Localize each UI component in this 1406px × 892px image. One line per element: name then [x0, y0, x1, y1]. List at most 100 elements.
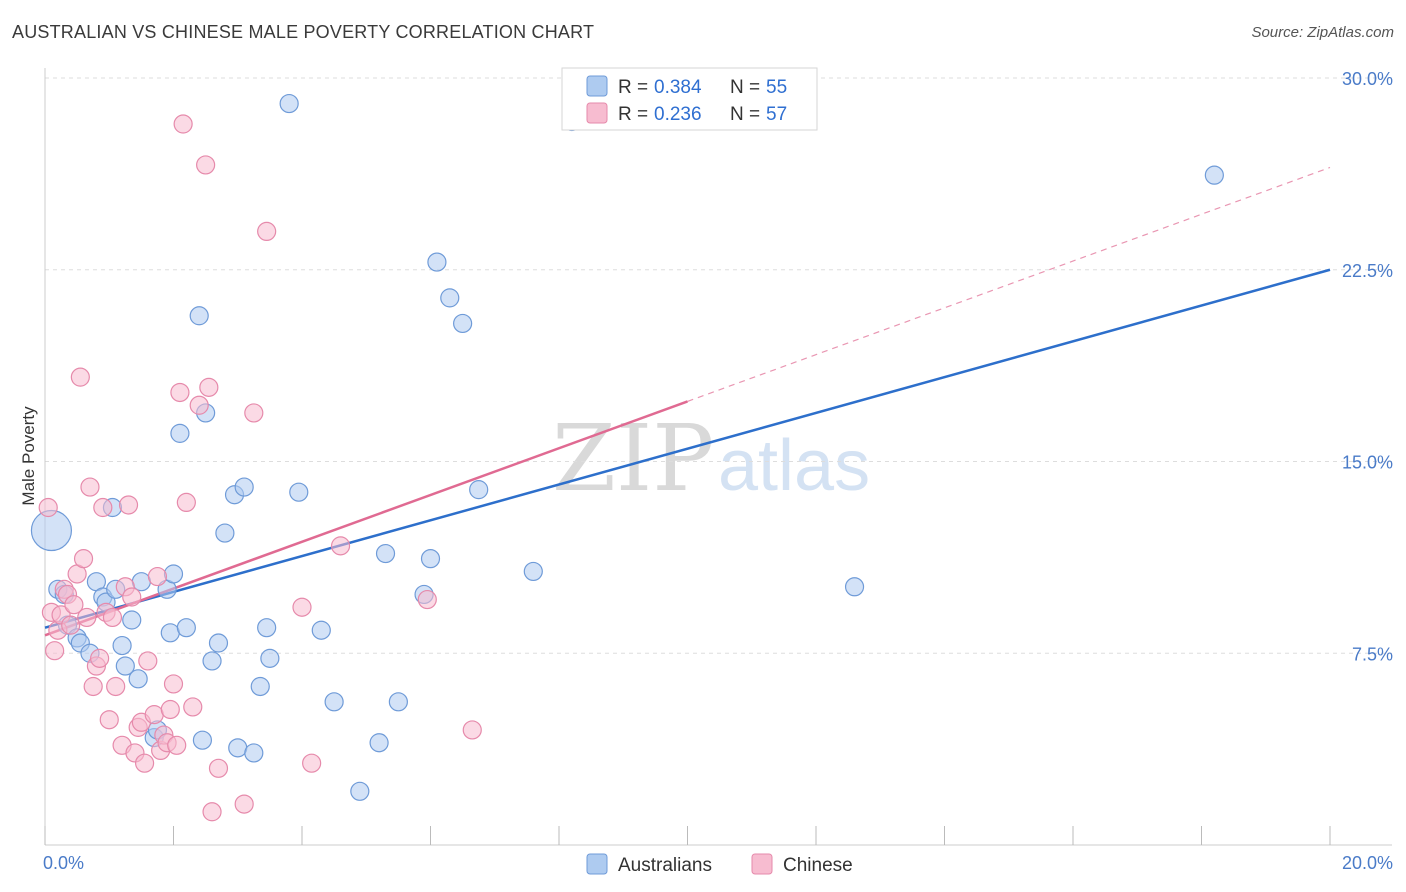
point-australians-34 [250, 676, 270, 697]
y-axis-title: Male Poverty [19, 406, 38, 506]
point-australians-33 [244, 743, 264, 763]
legend-bottom-swatch-australians [586, 853, 608, 875]
legend-bottom: Australians Chinese [586, 853, 853, 876]
axes [44, 68, 1392, 846]
point-australians-20 [160, 623, 180, 643]
legend-n-label-1: N = [730, 77, 760, 98]
point-chinese-8 [64, 595, 84, 615]
point-australians-53 [844, 577, 865, 597]
point-chinese-39 [170, 382, 190, 403]
tick-labels: 7.5% 15.0% 22.5% 30.0% 0.0% 20.0% [43, 69, 1393, 873]
point-chinese-24 [118, 495, 139, 515]
point-australians-48 [440, 288, 460, 308]
point-australians-25 [192, 730, 213, 750]
point-chinese-55 [462, 720, 482, 740]
legend-swatch-australians [586, 75, 608, 97]
x-tick-label-0: 0.0% [43, 853, 84, 873]
legend-n-value-2: 57 [766, 104, 787, 125]
point-australians-51 [523, 561, 543, 582]
point-chinese-37 [163, 674, 184, 694]
point-australians-29 [215, 523, 235, 543]
point-australians-35 [257, 618, 277, 638]
legend-bottom-swatch-chinese [751, 853, 773, 875]
point-australians-36 [260, 648, 280, 668]
point-chinese-20 [102, 607, 123, 628]
watermark-atlas: atlas [718, 426, 870, 506]
y-tick-label-1: 15.0% [1342, 453, 1393, 473]
point-australians-50 [469, 480, 489, 500]
point-australians-38 [289, 482, 309, 502]
series-chinese [38, 83, 582, 822]
point-chinese-50 [257, 221, 277, 241]
points [30, 83, 1224, 822]
legend-r-label-2: R = [618, 104, 648, 125]
point-australians-24 [189, 306, 209, 326]
point-chinese-0 [38, 497, 58, 518]
point-chinese-17 [93, 497, 113, 518]
point-chinese-2 [45, 641, 65, 661]
legend-n-value-1: 55 [766, 77, 787, 98]
point-chinese-44 [196, 155, 216, 175]
legend-r-value-1: 0.384 [654, 77, 702, 98]
point-chinese-7 [61, 615, 81, 635]
point-australians-22 [170, 423, 190, 443]
point-chinese-10 [70, 367, 90, 387]
point-australians-32 [234, 477, 254, 497]
legend-n-label-2: N = [730, 104, 760, 125]
point-chinese-36 [160, 699, 180, 720]
point-chinese-47 [208, 758, 229, 778]
point-chinese-11 [73, 549, 94, 569]
point-chinese-16 [90, 648, 110, 668]
point-chinese-41 [176, 492, 196, 513]
point-chinese-40 [173, 114, 193, 134]
point-australians-21 [163, 564, 184, 584]
point-chinese-29 [134, 753, 155, 773]
point-australians-47 [427, 252, 447, 272]
trendline-chinese-solid [44, 400, 688, 637]
point-chinese-31 [144, 705, 164, 725]
point-chinese-14 [83, 676, 103, 697]
point-australians-41 [350, 781, 370, 801]
point-australians-16 [131, 572, 151, 592]
chart-source: Source: ZipAtlas.com [1251, 24, 1394, 41]
point-australians-49 [453, 313, 473, 334]
point-chinese-52 [302, 753, 322, 773]
watermark-zip: ZIP [552, 405, 714, 512]
trendline-chinese-dashed [687, 166, 1331, 402]
grid [45, 77, 1392, 654]
point-australians-43 [375, 543, 396, 564]
point-chinese-12 [77, 607, 97, 628]
point-chinese-48 [234, 794, 254, 814]
y-tick-label-2: 22.5% [1342, 261, 1393, 281]
point-australians-46 [420, 549, 441, 569]
point-chinese-54 [417, 589, 437, 610]
point-australians-14 [122, 610, 142, 630]
point-australians-31 [228, 738, 248, 758]
point-australians-15 [128, 669, 148, 689]
watermark: ZIP atlas [552, 405, 870, 512]
series-australians [30, 93, 1224, 801]
point-chinese-30 [138, 651, 158, 671]
point-australians-37 [279, 93, 299, 114]
point-australians-42 [369, 733, 389, 753]
point-australians-13 [115, 656, 135, 676]
point-chinese-45 [199, 377, 219, 397]
y-tick-label-0: 7.5% [1352, 644, 1393, 664]
legend-swatch-chinese [586, 102, 608, 124]
point-chinese-53 [330, 536, 351, 556]
trendlines [44, 166, 1331, 637]
point-australians-54 [1204, 165, 1224, 185]
point-australians-27 [202, 651, 222, 671]
point-australians-12 [112, 635, 132, 656]
point-chinese-43 [189, 395, 209, 415]
point-australians-40 [324, 692, 344, 712]
legend-r-label-1: R = [618, 77, 648, 98]
point-chinese-51 [292, 597, 312, 617]
legend-bottom-label-australians: Australians [618, 855, 712, 876]
point-chinese-21 [106, 676, 126, 697]
point-australians-39 [311, 620, 331, 640]
point-australians-28 [208, 633, 229, 653]
point-australians-44 [388, 692, 408, 712]
point-chinese-42 [183, 697, 203, 717]
legend-top: R = 0.384 N = 55 R = 0.236 N = 57 [561, 67, 818, 131]
